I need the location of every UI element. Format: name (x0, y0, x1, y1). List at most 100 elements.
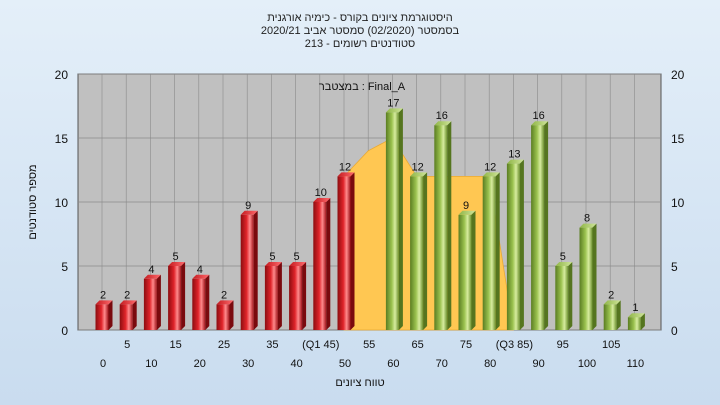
data-label: 5 (294, 251, 300, 263)
bar-side (253, 210, 258, 330)
x-tick-label: 90 (532, 358, 544, 370)
x-tick-label: 5 (124, 339, 130, 351)
bar-top (289, 262, 307, 266)
x-tick-label: 35 (266, 339, 278, 351)
y-tick-label-right: 20 (671, 68, 685, 82)
data-label: 17 (387, 97, 399, 109)
bar (337, 176, 351, 330)
x-tick-label: 50 (339, 358, 351, 370)
bar-side (447, 121, 452, 330)
data-label: 9 (463, 200, 469, 212)
x-tick-label: 110 (627, 358, 645, 370)
x-tick-label: 75 (460, 339, 472, 351)
annotation-label: במצטבר : Final_A (319, 81, 406, 93)
bar (555, 266, 569, 330)
y-tick-label-left: 0 (61, 324, 68, 338)
bar-side (156, 274, 161, 330)
bar-top (434, 121, 452, 126)
bar-side (277, 262, 282, 330)
x-axis-title: טווח ציונים (335, 377, 384, 389)
x-tick-label: 70 (436, 358, 448, 370)
bar (240, 214, 254, 330)
bar-top (143, 274, 161, 279)
bar-top (627, 313, 645, 318)
bar-side (471, 210, 476, 330)
bar (385, 112, 399, 331)
bar-side (350, 172, 355, 330)
data-label: 4 (197, 264, 203, 276)
bar (434, 125, 448, 330)
bar (119, 304, 133, 330)
bar-side (519, 159, 524, 330)
bar-side (592, 223, 597, 330)
x-tick-label: 100 (578, 358, 596, 370)
data-label: 9 (245, 200, 251, 212)
bar-top (579, 223, 597, 228)
bar (410, 176, 424, 330)
bar (216, 304, 230, 330)
bar-side (181, 262, 186, 330)
bar-side (544, 121, 549, 330)
bar (192, 278, 206, 330)
data-label: 5 (560, 251, 566, 263)
bar (313, 202, 327, 330)
bar-side (495, 172, 500, 330)
data-label: 12 (339, 161, 351, 173)
x-tick-label: 60 (387, 358, 399, 370)
data-label: 5 (173, 251, 179, 263)
bar (603, 304, 617, 330)
bar (143, 278, 157, 330)
data-label: 2 (124, 289, 130, 301)
x-tick-label: 65 (411, 339, 423, 351)
bar-top (555, 262, 573, 266)
y-tick-label-right: 10 (671, 196, 685, 210)
y-tick-label-right: 0 (671, 324, 678, 338)
bar-top (337, 172, 355, 177)
x-tick-label: 40 (290, 358, 302, 370)
data-label: 16 (436, 110, 448, 122)
y-tick-label-right: 5 (671, 260, 678, 274)
bar-top (458, 210, 476, 215)
x-tick-label: 30 (242, 358, 254, 370)
y-tick-label-left: 15 (55, 132, 69, 146)
chart-title-line-3: סטודנטים רשומים - 213 (304, 38, 416, 50)
bar-top (168, 262, 186, 266)
x-tick-label: 95 (557, 339, 569, 351)
bar-side (616, 300, 621, 330)
y-axis-title: מספר סטודנטים (27, 164, 39, 239)
x-tick-label: 0 (100, 358, 106, 370)
bar (506, 163, 520, 330)
bar-top (119, 300, 137, 305)
bar (95, 304, 109, 330)
bar-top (216, 300, 234, 305)
bar-top (264, 262, 282, 266)
x-tick-label: (Q1 45) (302, 339, 339, 351)
bar-top (482, 172, 500, 177)
x-tick-label: 15 (169, 339, 181, 351)
y-tick-label-left: 10 (55, 196, 69, 210)
bar-side (423, 172, 428, 330)
bar-top (506, 159, 524, 164)
bar (168, 266, 182, 330)
data-label: 2 (100, 289, 106, 301)
bar-top (385, 108, 403, 113)
y-tick-label-left: 20 (55, 68, 69, 82)
y-tick-label-left: 5 (61, 260, 68, 274)
x-tick-label: 25 (218, 339, 230, 351)
x-tick-label: 55 (363, 339, 375, 351)
x-tick-label: 10 (145, 358, 157, 370)
data-label: 16 (532, 110, 544, 122)
bar-side (326, 198, 331, 330)
x-tick-label: 80 (484, 358, 496, 370)
bar-top (95, 300, 113, 305)
data-label: 1 (632, 302, 638, 314)
bar (264, 266, 278, 330)
data-label: 2 (221, 289, 227, 301)
bar-side (398, 108, 403, 331)
bar-top (240, 210, 258, 215)
data-label: 13 (508, 149, 520, 161)
bar-side (205, 274, 210, 330)
x-tick-label: (Q3 85) (496, 339, 533, 351)
